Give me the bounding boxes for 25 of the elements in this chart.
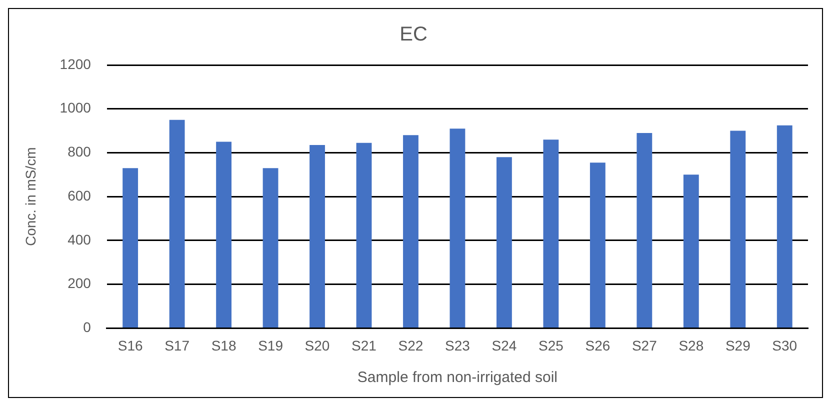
y-tick-label: 0 [83,319,92,336]
x-tick-label: S18 [211,337,236,354]
x-tick-label: S23 [445,337,470,354]
y-tick-label: 400 [68,231,92,248]
x-tick-label: S27 [632,337,658,354]
x-tick-label: S29 [725,337,751,354]
x-tick-label: S19 [258,337,284,354]
x-tick-label: S17 [164,337,190,354]
y-tick-label: 600 [68,187,92,204]
x-tick-label: S30 [772,337,798,354]
y-axis-title: Conc. in mS/cm [22,147,38,246]
x-tick-label: S25 [538,337,564,354]
y-tick-label: 1200 [60,56,92,72]
chart-title: EC [400,24,428,46]
x-axis-title: Sample from non-irrigated soil [357,369,558,386]
x-tick-label: S16 [118,337,143,354]
x-tick-label: S26 [585,337,610,354]
x-tick-label: S22 [398,337,424,354]
y-tick-label: 1000 [60,100,92,116]
y-tick-label: 800 [68,144,92,160]
x-tick-label: S28 [678,337,704,354]
x-tick-label: S21 [352,337,377,354]
y-tick-label: 200 [68,275,92,292]
x-tick-label: S20 [304,337,330,354]
x-tick-label: S24 [492,337,517,354]
